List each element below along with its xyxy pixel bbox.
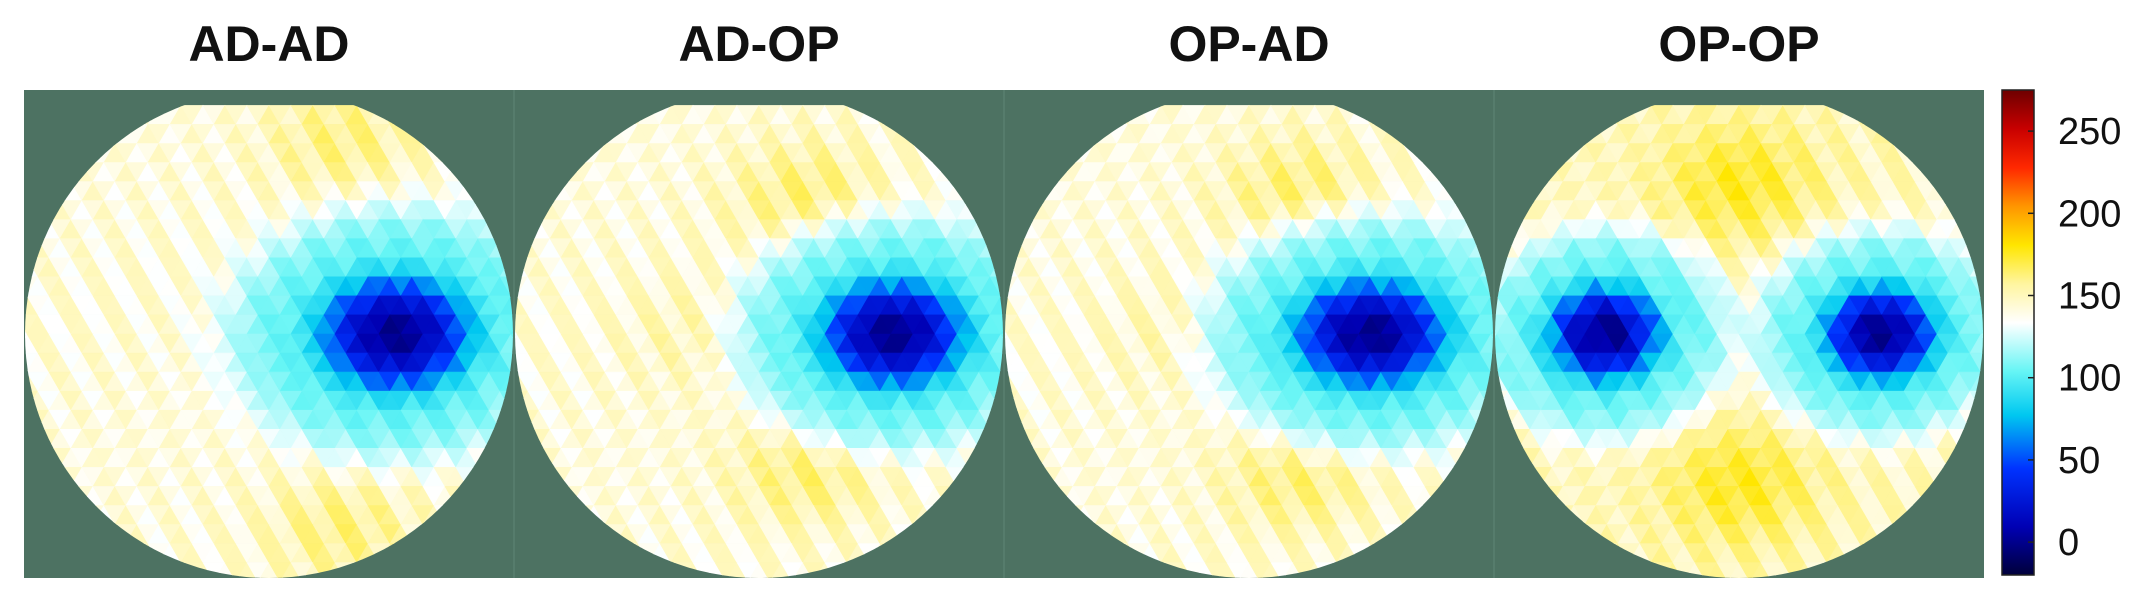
mesh-cell: [25, 276, 28, 297]
panel-3: [1493, 90, 1984, 578]
mesh-cell: [25, 314, 28, 335]
mesh-cell: [1479, 352, 1493, 373]
mesh-cell: [1980, 371, 1983, 392]
colorbar-tick-label: 150: [2058, 276, 2121, 318]
panel-mesh: [1005, 104, 1493, 578]
mesh-cell: [25, 295, 28, 316]
panel-mesh: [1495, 104, 1983, 578]
colorbar-tick-label: 200: [2058, 193, 2121, 235]
mesh-cell: [1479, 314, 1493, 335]
mesh-cell: [25, 352, 28, 373]
mesh-cell: [989, 352, 1003, 373]
panel-mesh: [515, 104, 1003, 578]
panel-title-1: AD-OP: [678, 16, 840, 72]
colorbar-tick-label: 0: [2058, 522, 2079, 564]
mesh-cell: [1980, 333, 1983, 354]
colorbar-tick-label: 250: [2058, 111, 2121, 153]
panel-2: [1003, 90, 1494, 578]
colorbar-tick-label: 100: [2058, 358, 2121, 400]
mesh-cell: [1969, 314, 1983, 335]
panel-0: [24, 90, 514, 578]
mesh-cell: [25, 371, 28, 392]
mesh-cell: [1980, 314, 1983, 335]
mesh-cell: [1980, 352, 1983, 373]
mesh-cell: [1980, 295, 1983, 316]
panel-title-3: OP-OP: [1658, 16, 1820, 72]
mesh-cell: [499, 352, 513, 373]
panels-layer: [24, 90, 1984, 578]
panel-title-2: OP-AD: [1168, 16, 1330, 72]
mesh-cell: [1969, 352, 1983, 373]
mesh-cell: [499, 314, 513, 335]
mesh-cell: [989, 314, 1003, 335]
colorbar-ticks: 0 50 100 150 200 250: [2028, 111, 2121, 564]
colorbar-gradient: [2001, 89, 2035, 576]
colorbar: 0 50 100 150 200 250: [2001, 89, 2121, 576]
panel-mesh: [25, 104, 513, 578]
mesh-cell: [1980, 276, 1983, 297]
colorbar-tick-label: 50: [2058, 440, 2100, 482]
panel-title-0: AD-AD: [188, 16, 350, 72]
panel-1: [513, 90, 1004, 578]
mesh-cell: [25, 333, 28, 354]
